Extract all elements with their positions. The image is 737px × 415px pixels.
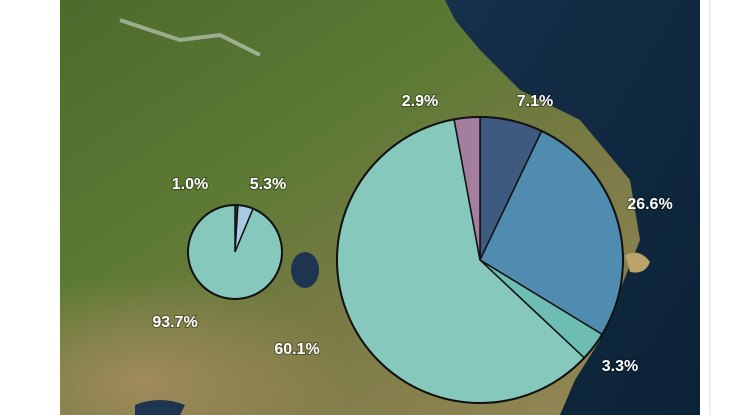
snow-ridge: [119, 18, 261, 57]
pie-outline: [336, 116, 624, 404]
data-label: 93.7%: [152, 314, 197, 331]
data-label: 7.1%: [517, 93, 553, 110]
data-label: 2.9%: [402, 93, 438, 110]
lake: [291, 252, 319, 288]
pie-outline: [187, 204, 283, 300]
data-label: 3.3%: [602, 358, 638, 375]
data-label: 5.3%: [250, 176, 286, 193]
data-label: 1.0%: [172, 176, 208, 193]
lake: [135, 400, 185, 415]
data-label: 26.6%: [627, 196, 672, 213]
pie-charts: 1.0% 5.3% 93.7% 7.1% 26.6% 3.3% 60.1% 2.9%: [151, 92, 674, 404]
peninsula: [625, 252, 650, 273]
sea: [445, 0, 700, 415]
data-label: 60.1%: [274, 341, 319, 358]
